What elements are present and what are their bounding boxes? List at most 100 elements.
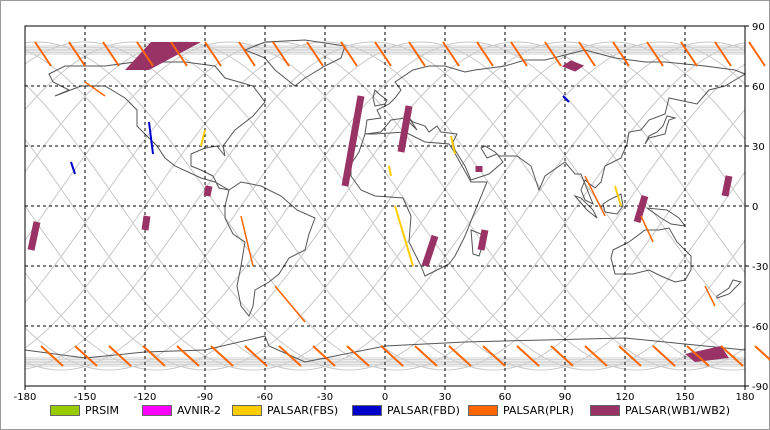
plr-swath <box>476 41 494 67</box>
x-tick-label: 150 <box>675 392 694 400</box>
plr-swath <box>340 41 358 67</box>
coastline <box>610 227 692 283</box>
coastline <box>573 194 598 219</box>
coastline <box>644 115 677 145</box>
x-tick-label: 30 <box>439 392 452 400</box>
x-tick-label: -180 <box>14 392 37 400</box>
plr-swath <box>244 345 268 367</box>
y-tick-label: -60 <box>752 322 768 333</box>
fbd-swath <box>70 161 76 175</box>
plr-swath <box>74 345 98 367</box>
plr-swath <box>510 41 528 67</box>
y-tick-label: -30 <box>752 262 768 273</box>
x-tick-label: 90 <box>559 392 572 400</box>
fbs-swath <box>200 129 206 147</box>
observation-swaths <box>27 41 770 367</box>
legend-avnir2: AVNIR-2 <box>142 402 221 418</box>
plr-swath <box>142 345 166 367</box>
world-coverage-map[interactable]: -180 -150 -120 -90 -60 -30 0 30 60 90 120 150 180 90… <box>0 0 770 400</box>
fbs-swath <box>394 205 414 267</box>
plr-swath <box>584 345 608 367</box>
y-tick-label: -90 <box>752 382 768 393</box>
legend-prsim: PRSIM <box>50 402 119 418</box>
plr-swath <box>714 41 732 67</box>
x-tick-label: -90 <box>197 392 213 400</box>
plr-swath <box>448 345 472 367</box>
plr-swath <box>68 41 86 67</box>
x-tick-label: -150 <box>74 392 97 400</box>
fbs-swath <box>450 135 456 155</box>
legend-swatch-palsar-fbs <box>232 404 262 416</box>
wb-swath <box>397 105 413 153</box>
coastline <box>602 193 624 215</box>
plr-swath <box>238 41 256 67</box>
legend-swatch-palsar-plr <box>468 404 498 416</box>
legend-swatch-prsim <box>50 404 80 416</box>
plr-swath <box>612 41 630 67</box>
plr-swath <box>442 41 460 67</box>
coastline <box>364 49 747 206</box>
plr-swath <box>408 41 426 67</box>
plr-swath <box>210 345 234 367</box>
coastline <box>716 279 742 299</box>
wb-swath <box>203 185 213 197</box>
wb-swath <box>27 221 41 251</box>
wb-swath <box>633 194 649 224</box>
legend-label: PALSAR(WB1/WB2) <box>625 403 731 417</box>
plr-swath <box>108 345 132 367</box>
wb-swath <box>421 234 439 268</box>
x-tick-label: -60 <box>257 392 273 400</box>
plr-swath <box>584 175 606 217</box>
plr-swath <box>274 285 306 323</box>
plr-swath <box>136 41 154 67</box>
plr-swath <box>102 41 120 67</box>
y-axis-ticks: 90 60 30 0 -30 -60 -90 <box>745 22 768 393</box>
legend-label: PALSAR(PLR) <box>503 403 574 417</box>
x-tick-label: -30 <box>317 392 333 400</box>
legend-label: AVNIR-2 <box>177 403 221 417</box>
graticule <box>25 26 745 386</box>
plr-swath <box>204 41 222 67</box>
coastline <box>224 181 316 317</box>
coastline <box>48 61 266 191</box>
plr-swath <box>374 41 392 67</box>
x-tick-label: 180 <box>735 392 754 400</box>
plr-swath <box>278 345 302 367</box>
plr-swath <box>748 41 766 67</box>
y-tick-label: 60 <box>752 82 765 93</box>
legend-palsar-fbd: PALSAR(FBD) <box>352 402 460 418</box>
plr-swath <box>170 41 188 67</box>
wb-swath <box>125 42 201 70</box>
legend-label: PALSAR(FBS) <box>267 403 339 417</box>
wb-swath <box>477 229 489 251</box>
x-tick-label: 60 <box>499 392 512 400</box>
fbd-swath <box>148 121 154 155</box>
legend-label: PALSAR(FBD) <box>387 403 460 417</box>
plr-swath <box>646 41 664 67</box>
y-tick-label: 90 <box>752 22 765 33</box>
wb-swath <box>685 346 729 362</box>
plr-swath <box>40 345 64 367</box>
plr-swath <box>550 345 574 367</box>
plr-swath <box>482 345 506 367</box>
plr-swath <box>176 345 200 367</box>
fbs-swath <box>388 165 392 177</box>
plr-swath <box>544 41 562 67</box>
wb-swath <box>341 95 365 187</box>
plr-swath <box>704 285 716 307</box>
wb-swath <box>721 175 733 197</box>
y-tick-label: 30 <box>752 142 765 153</box>
plr-swath <box>34 41 52 67</box>
plr-swath <box>346 345 370 367</box>
plr-swath <box>680 41 698 67</box>
plr-swath <box>754 345 770 361</box>
plr-swath <box>84 81 106 97</box>
legend-swatch-palsar-wb <box>590 404 620 416</box>
plr-swath <box>312 345 336 367</box>
plr-swath <box>686 345 710 367</box>
plr-swath <box>240 215 254 267</box>
legend-label: PRSIM <box>85 403 119 417</box>
plr-swath <box>306 41 324 67</box>
plr-swath <box>578 41 596 67</box>
wb-swath <box>561 60 585 72</box>
